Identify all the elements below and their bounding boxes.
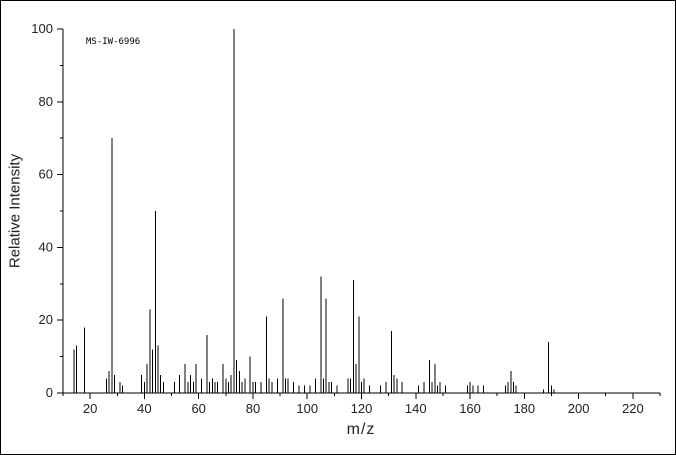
x-tick-label: 140 (405, 401, 427, 416)
tick-labels: 20 40 60 80 100 120 140 160 180 200 220 0 20 40 60 80 10… (31, 21, 643, 416)
x-tick-label: 100 (296, 401, 318, 416)
x-tick-label: 220 (622, 401, 644, 416)
y-tick-label: 0 (46, 385, 53, 400)
y-tick-label: 80 (39, 94, 53, 109)
y-tick-label: 60 (39, 167, 53, 182)
x-tick-label: 60 (191, 401, 205, 416)
x-tick-label: 180 (513, 401, 535, 416)
y-tick-label: 20 (39, 312, 53, 327)
x-tick-label: 20 (83, 401, 97, 416)
spectrum-id-label: MS-IW-6996 (86, 37, 141, 47)
y-tick-label: 100 (31, 21, 53, 36)
spectrum-peaks (73, 29, 555, 393)
x-tick-label: 200 (568, 401, 590, 416)
x-tick-label: 160 (459, 401, 481, 416)
x-tick-label: 40 (137, 401, 151, 416)
y-tick-label: 40 (39, 239, 53, 254)
x-tick-label: 80 (246, 401, 260, 416)
x-tick-label: 120 (351, 401, 373, 416)
axes (62, 29, 660, 394)
axis-ticks (57, 28, 661, 399)
x-axis-label: m/z (346, 421, 376, 438)
y-axis-label: Relative Intensity (6, 153, 24, 269)
